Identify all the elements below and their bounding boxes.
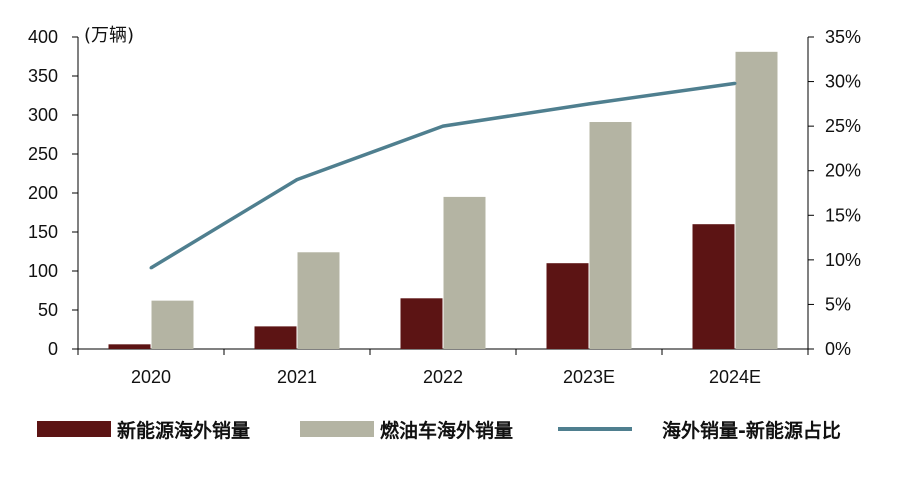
bars bbox=[108, 51, 778, 350]
right-tick-label: 25% bbox=[825, 116, 861, 136]
right-tick-label: 10% bbox=[825, 250, 861, 270]
bar-ice bbox=[589, 122, 632, 350]
bar-ice bbox=[297, 252, 340, 349]
share-line bbox=[149, 81, 737, 270]
right-tick-label: 15% bbox=[825, 205, 861, 225]
bar-nev bbox=[692, 224, 735, 349]
right-tick-label: 30% bbox=[825, 72, 861, 92]
share-line-path bbox=[150, 81, 736, 270]
share-line-point bbox=[295, 178, 299, 182]
x-tick-label: 2024E bbox=[709, 367, 761, 387]
left-tick-label: 0 bbox=[48, 339, 58, 359]
legend-label-share: 海外销量-新能源占比 bbox=[662, 419, 841, 442]
left-tick-label: 150 bbox=[28, 222, 58, 242]
legend-swatch-ice bbox=[300, 421, 374, 437]
left-tick-label: 100 bbox=[28, 261, 58, 281]
bar-nev bbox=[546, 263, 589, 349]
bar-nev bbox=[254, 326, 297, 349]
legend-item-share: 海外销量-新能源占比 bbox=[558, 414, 841, 444]
legend-swatch-share bbox=[558, 427, 632, 431]
left-tick-label: 200 bbox=[28, 183, 58, 203]
right-tick-label: 20% bbox=[825, 161, 861, 181]
legend-item-nev: 新能源海外销量 bbox=[37, 414, 250, 444]
left-tick-label: 250 bbox=[28, 144, 58, 164]
legend-label-nev: 新能源海外销量 bbox=[117, 419, 251, 442]
x-tick-label: 2023E bbox=[563, 367, 615, 387]
unit-label: (万辆) bbox=[84, 25, 134, 46]
x-axis-ticks: 2020 2021 2022 2023E 2024E bbox=[77, 349, 809, 387]
share-line-point bbox=[149, 266, 153, 270]
x-tick-label: 2022 bbox=[423, 367, 463, 387]
bar-ice bbox=[735, 51, 778, 349]
left-tick-label: 50 bbox=[38, 300, 58, 320]
bar-nev bbox=[400, 298, 443, 349]
legend-item-ice: 燃油车海外销量 bbox=[300, 414, 513, 444]
left-tick-label: 300 bbox=[28, 105, 58, 125]
legend-label-ice: 燃油车海外销量 bbox=[380, 419, 514, 442]
share-line-point bbox=[441, 124, 445, 128]
legend-swatch-nev bbox=[37, 421, 111, 437]
bar-ice bbox=[443, 196, 486, 349]
right-tick-label: 5% bbox=[825, 294, 851, 314]
right-tick-label: 0% bbox=[825, 339, 851, 359]
share-line-point bbox=[733, 81, 737, 85]
left-tick-label: 350 bbox=[28, 66, 58, 86]
legend: 新能源海外销量 燃油车海外销量 海外销量-新能源占比 bbox=[0, 414, 913, 444]
bar-nev bbox=[108, 344, 151, 349]
right-axis-ticks: 0% 5% 10% 15% 20% 25% 30% 35% bbox=[808, 27, 861, 359]
left-axis-ticks: 0 50 100 150 200 250 300 350 400 bbox=[28, 27, 78, 359]
left-tick-label: 400 bbox=[28, 27, 58, 47]
chart: (万辆) 0 50 100 150 200 250 300 350 400 0% 5% 10% 15%… bbox=[28, 25, 861, 387]
bar-ice bbox=[151, 300, 194, 349]
x-tick-label: 2021 bbox=[277, 367, 317, 387]
x-tick-label: 2020 bbox=[131, 367, 171, 387]
right-tick-label: 35% bbox=[825, 27, 861, 47]
share-line-point bbox=[587, 102, 591, 106]
